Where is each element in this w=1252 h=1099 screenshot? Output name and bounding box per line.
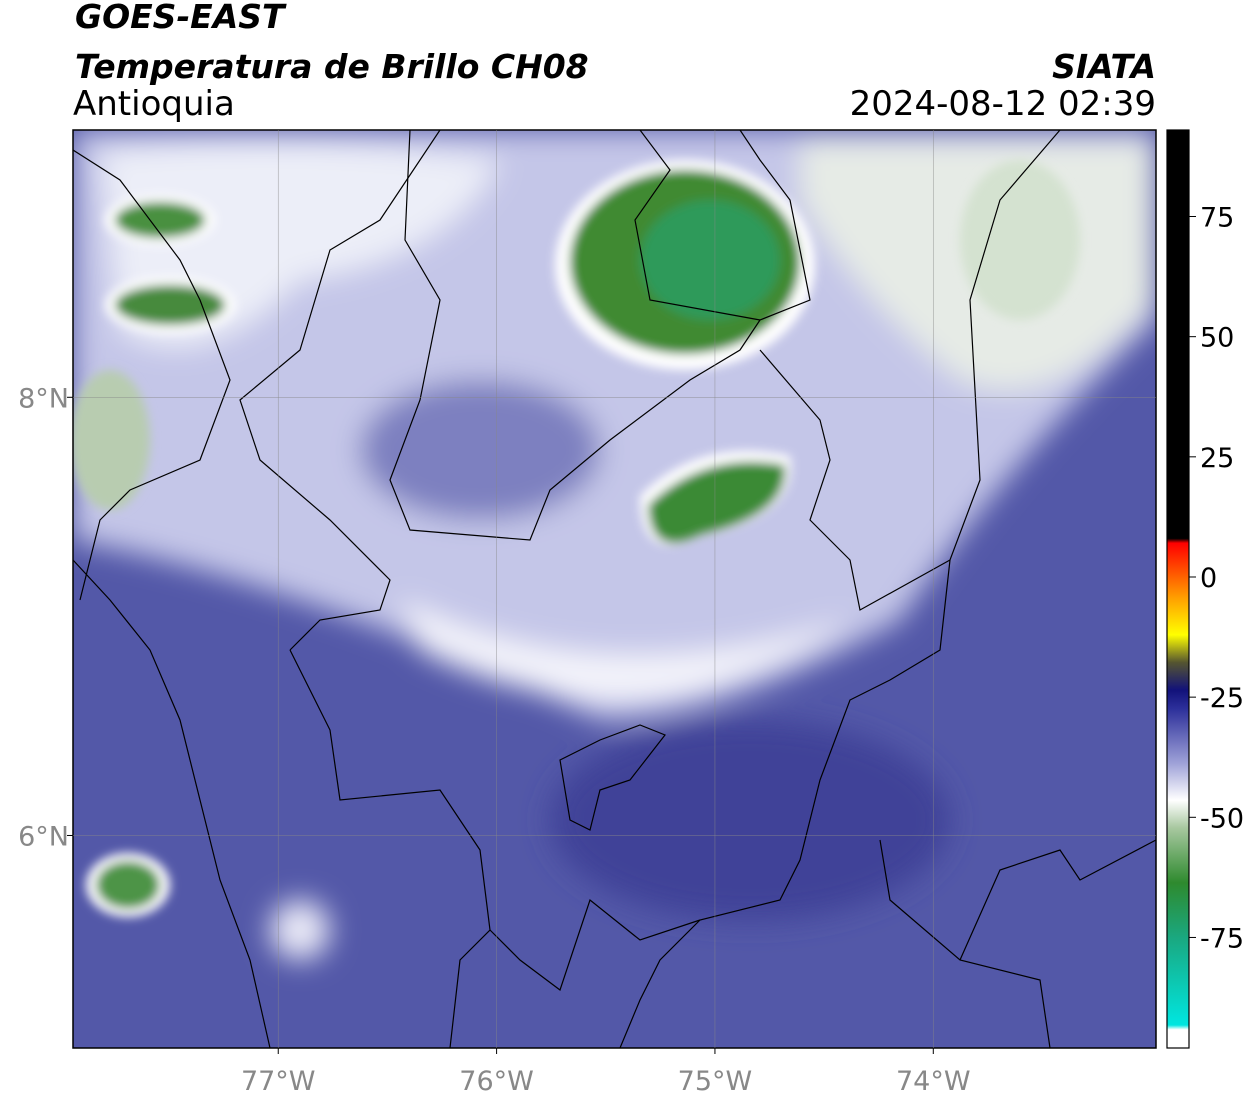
y-tick-label: 6°N [18, 821, 69, 852]
colorbar-tick-label: 50 [1200, 323, 1234, 354]
region: Antioquia [73, 84, 235, 124]
agency: SIATA [1052, 47, 1156, 86]
x-tick-label: 76°W [459, 1066, 534, 1097]
datetime: 2024-08-12 02:39 [850, 84, 1156, 124]
colorbar-tick-label: -75 [1200, 923, 1244, 954]
x-tick-label: 75°W [678, 1066, 753, 1097]
colorbar-tick-label: 75 [1200, 203, 1234, 234]
subtitle: Temperatura de Brillo CH08 [75, 47, 589, 86]
colorbar-tick-label: 25 [1200, 443, 1234, 474]
title: GOES-EAST [75, 0, 287, 36]
colorbar-tick-label: -25 [1200, 683, 1244, 714]
colorbar-tick-label: 0 [1200, 563, 1217, 594]
borders [73, 130, 1156, 1048]
x-tick-label: 74°W [896, 1066, 971, 1097]
colorbar-tick-label: -50 [1200, 803, 1244, 834]
colorbar [1166, 129, 1190, 1049]
x-tick-label: 77°W [241, 1066, 316, 1097]
y-tick-label: 8°N [18, 383, 69, 414]
satellite-image [73, 130, 1156, 1048]
map-frame [72, 129, 1157, 1049]
